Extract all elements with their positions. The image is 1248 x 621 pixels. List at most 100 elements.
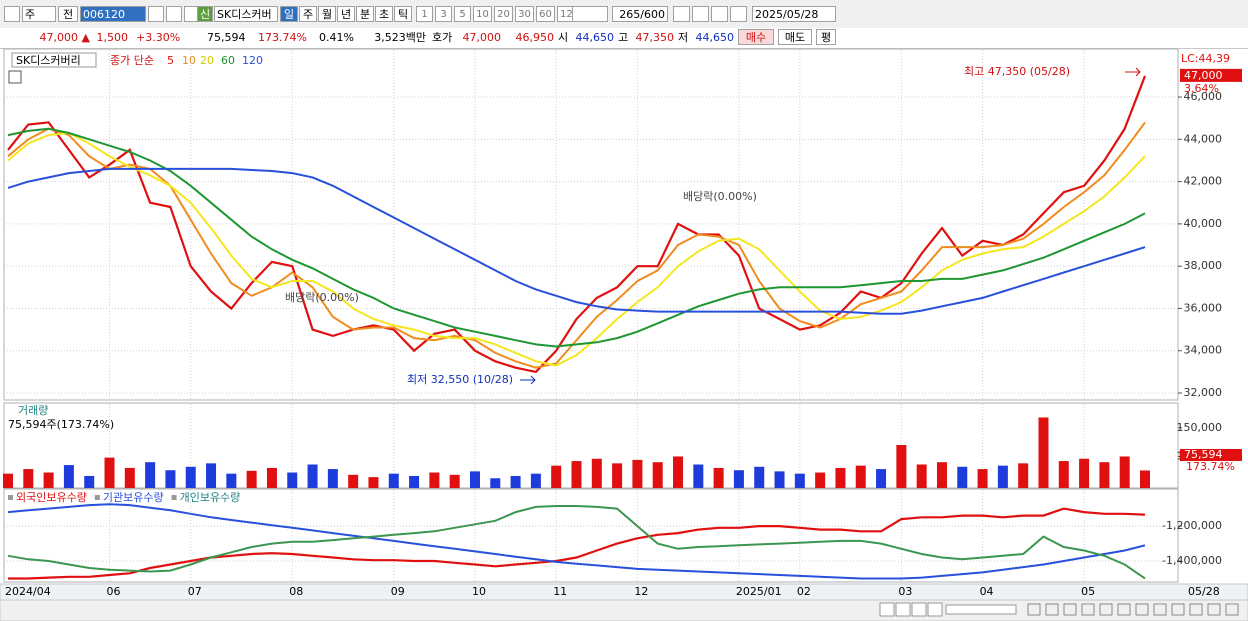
series-line	[7, 131, 1146, 367]
multiplier-button[interactable]: 20	[494, 6, 513, 22]
interval-button[interactable]: 월	[318, 6, 336, 22]
volume-bar	[327, 469, 338, 488]
chart-title: SK디스커버리	[16, 54, 81, 67]
tool-icon	[1153, 603, 1167, 616]
volume-bar	[165, 470, 176, 488]
quote-open-label: 시	[558, 31, 569, 44]
y-tick-label: -1,200,000	[1162, 519, 1222, 532]
icon-button[interactable]	[4, 6, 20, 22]
tool-icon	[1189, 603, 1203, 616]
legend-item: 20	[200, 54, 214, 67]
icon-button[interactable]	[673, 6, 690, 22]
legend-item: 60	[221, 54, 235, 67]
interval-button[interactable]: 주	[299, 6, 317, 22]
tool-icon	[1117, 603, 1131, 616]
volume-bar	[124, 467, 135, 488]
y-tick-label: 150,000	[1177, 421, 1223, 434]
multiplier-button[interactable]: 5	[454, 6, 471, 22]
volume-ratio: 173.74%	[1186, 460, 1235, 473]
multiplier-button[interactable]: 60	[536, 6, 555, 22]
volume-bar	[1038, 417, 1049, 488]
icon-button[interactable]	[692, 6, 709, 22]
interval-button[interactable]: 년	[337, 6, 355, 22]
annotation: 배당락(0.00%)	[285, 291, 359, 304]
volume-bar	[469, 471, 480, 488]
interval-button[interactable]: 일	[280, 6, 298, 22]
volume-bar	[754, 466, 765, 488]
interval-button[interactable]: 틱	[394, 6, 412, 22]
volume-bar	[835, 467, 846, 488]
volume-bar	[1018, 463, 1029, 488]
unit-select[interactable]	[572, 6, 608, 22]
tool-icon	[1099, 603, 1113, 616]
volume-bar	[429, 472, 440, 488]
volume-bar	[794, 473, 805, 488]
multiplier-button[interactable]: 3	[435, 6, 452, 22]
volume-bar	[368, 477, 379, 488]
tool-icon	[1225, 603, 1239, 616]
quote-high-label: 고	[618, 31, 629, 44]
interval-button[interactable]: 분	[356, 6, 374, 22]
buy-button[interactable]: 매수	[738, 29, 774, 45]
x-tick-label: 02	[797, 585, 811, 598]
x-tick-label: 04	[980, 585, 994, 598]
volume-bar	[591, 458, 602, 488]
quote-change-pct: +3.30%	[136, 31, 181, 44]
x-tick-label: 10	[472, 585, 486, 598]
volume-bar	[774, 471, 785, 488]
legend-item: 5	[167, 54, 174, 67]
volume-bar	[1119, 456, 1130, 488]
icon-button[interactable]	[166, 6, 182, 22]
sell-button[interactable]: 매도	[778, 29, 812, 45]
code-input[interactable]: 006120	[80, 6, 146, 22]
legend-item: 120	[242, 54, 263, 67]
icon-button[interactable]	[730, 6, 747, 22]
legend-item: 외국인보유수량	[16, 491, 87, 504]
volume-bar	[226, 473, 237, 488]
legend-item: 기관보유수량	[103, 491, 164, 504]
lc-label: LC:44,39	[1181, 52, 1230, 65]
multiplier-button[interactable]: 1	[416, 6, 433, 22]
x-tick-label: 2024/04	[5, 585, 51, 598]
volume-bar	[43, 472, 54, 488]
multiplier-button[interactable]: 10	[473, 6, 492, 22]
mode-select[interactable]: 전	[58, 6, 78, 22]
current-price: 47,000	[1184, 69, 1223, 82]
y-tick-label: 38,000	[1184, 259, 1223, 272]
current-date: 05/28	[1188, 585, 1220, 598]
volume-bar	[612, 463, 623, 488]
volume-bar	[855, 465, 866, 488]
quote-open: 44,650	[575, 31, 615, 44]
volume-bar	[409, 475, 420, 488]
y-tick-label: 36,000	[1184, 301, 1223, 314]
icon-button[interactable]	[711, 6, 728, 22]
quote-bid: 46,950	[515, 31, 555, 44]
tool-icon	[1207, 603, 1221, 616]
interval-button[interactable]: 초	[375, 6, 393, 22]
y-tick-label: 44,000	[1184, 132, 1223, 145]
quote-volume: 75,594	[207, 31, 246, 44]
scroll-track	[945, 604, 1017, 615]
x-tick-label: 03	[898, 585, 912, 598]
volume-bar	[896, 444, 907, 488]
tool-icon	[1135, 603, 1149, 616]
panel-frame	[3, 48, 1179, 401]
tool-icon	[1045, 603, 1059, 616]
avg-button[interactable]: 평	[816, 29, 836, 45]
legend-swatch	[94, 495, 100, 500]
tool-icon	[1171, 603, 1185, 616]
icon-button[interactable]	[148, 6, 164, 22]
date-input[interactable]: 2025/05/28	[752, 6, 836, 22]
arrow	[1125, 67, 1141, 77]
volume-bar	[388, 473, 399, 488]
volume-bar	[733, 470, 744, 488]
volume-bar	[815, 472, 826, 488]
series-line	[7, 121, 1146, 369]
period-select[interactable]: 주	[22, 6, 56, 22]
x-tick-label: 2025/01	[736, 585, 782, 598]
volume-bar	[1079, 458, 1090, 488]
tool-icon	[1027, 603, 1041, 616]
quote-high: 47,350	[635, 31, 675, 44]
quote-ask-label: 호가	[432, 31, 453, 44]
multiplier-button[interactable]: 30	[515, 6, 534, 22]
